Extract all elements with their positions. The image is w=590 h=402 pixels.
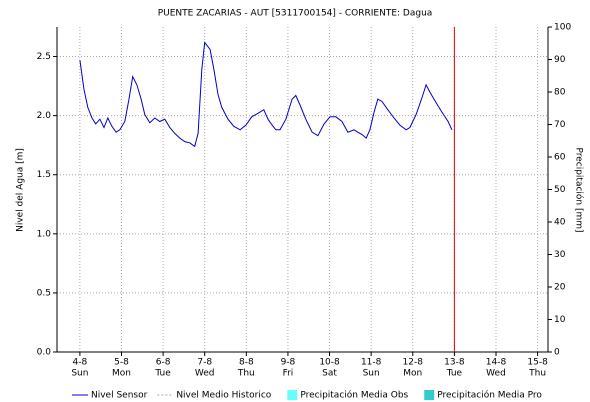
x-tick-day: Fri [283,369,294,379]
x-tick-label: 13-8 [444,358,465,368]
x-tick-day: Sun [71,369,88,379]
x-tick-label: 10-8 [319,358,340,368]
x-tick-day: Sat [322,369,337,379]
y-tick-label: 2.5 [37,52,51,62]
x-tick-day: Thu [528,369,546,379]
series-line [79,41,453,148]
x-tick-label: 14-8 [486,358,507,368]
x-tick-day: Wed [486,369,506,379]
y2-tick-label: 80 [554,88,566,98]
x-tick-day: Mon [112,369,131,379]
x-tick-label: 9-8 [281,358,296,368]
y2-tick-label: 100 [554,23,571,33]
x-tick-label: 15-8 [527,358,548,368]
y-tick-label: 0.0 [37,348,52,358]
x-tick-label: 4-8 [73,358,88,368]
x-tick-label: 7-8 [197,358,212,368]
y-tick-label: 1.0 [37,229,52,239]
legend-label: Precipitación Media Pro [437,390,542,401]
y2-tick-label: 40 [554,218,566,228]
y2-axis-label: Precipitación [mm] [574,147,585,232]
legend-label: Nivel Sensor [91,391,148,401]
y2-tick-label: 10 [554,315,566,325]
y-tick-label: 1.5 [37,170,51,180]
x-tick-label: 6-8 [156,358,171,368]
legend-label: Nivel Medio Historico [176,391,271,401]
chart-title: PUENTE ZACARIAS - AUT [5311700154] - COR… [158,9,433,19]
x-tick-day: Tue [154,369,171,379]
x-tick-day: Mon [403,369,422,379]
x-tick-day: Thu [237,369,255,379]
legend-swatch [424,390,435,400]
axis-frame [56,27,549,353]
legend-label: Precipitación Media Obs [300,390,408,401]
y-axis-label: Nivel del Agua [m] [16,148,26,232]
y2-tick-label: 70 [554,120,566,130]
legend-swatch [287,390,298,400]
y2-tick-label: 0 [554,348,560,358]
x-tick-day: Tue [446,369,463,379]
x-tick-label: 11-8 [361,358,382,368]
y2-tick-label: 60 [554,153,566,163]
y2-tick-label: 30 [554,250,566,260]
x-tick-label: 5-8 [114,358,129,368]
y-tick-label: 0.5 [37,288,51,298]
y2-tick-label: 90 [554,55,566,65]
y2-tick-label: 20 [554,283,566,293]
x-tick-label: 8-8 [239,358,254,368]
x-tick-day: Sun [363,369,380,379]
y2-tick-label: 50 [554,185,566,195]
x-tick-day: Wed [195,369,215,379]
x-tick-label: 12-8 [403,358,424,368]
y-tick-label: 2.0 [37,111,52,121]
